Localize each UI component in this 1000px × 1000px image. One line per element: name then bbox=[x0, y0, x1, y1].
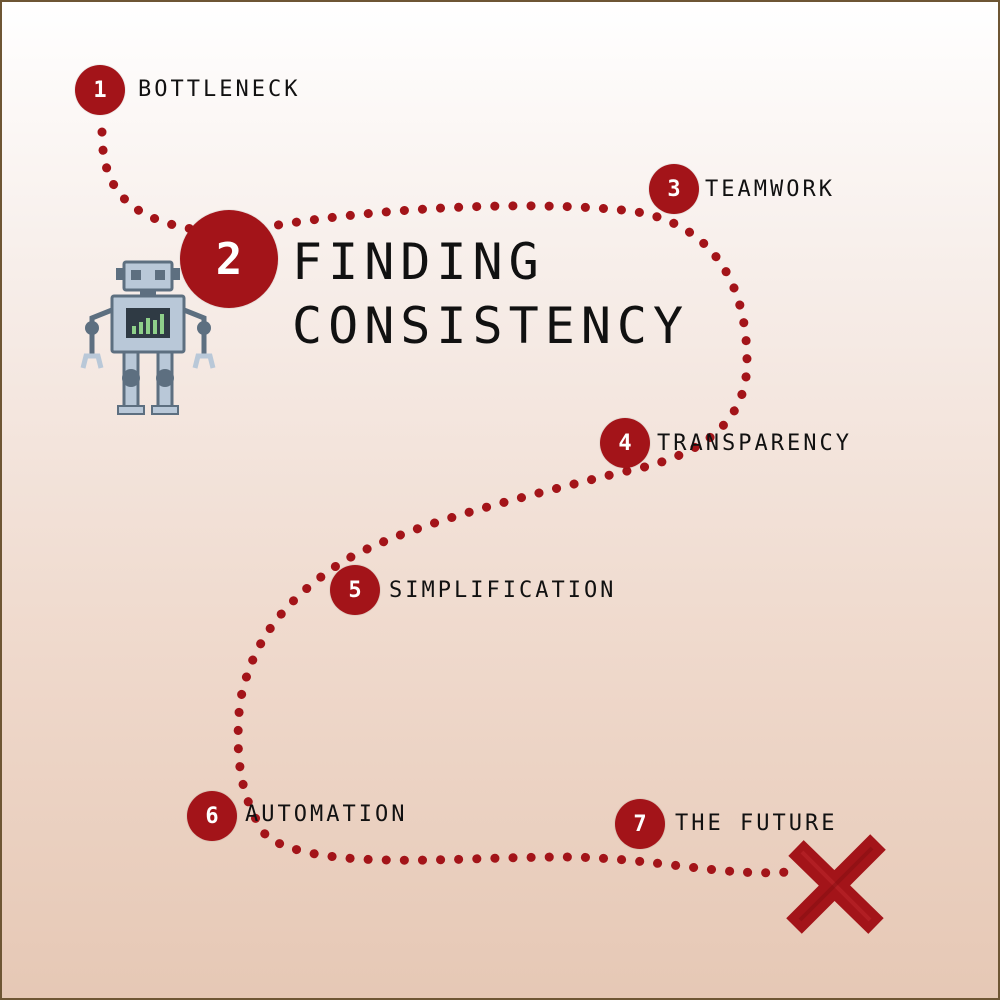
step-3-label: TEAMWORK bbox=[705, 177, 835, 202]
step-6-marker: 6 bbox=[187, 791, 237, 841]
step-7-label: THE FUTURE bbox=[675, 811, 838, 836]
step-3-marker: 3 bbox=[649, 164, 699, 214]
step-6-label: AUTOMATION bbox=[245, 802, 408, 827]
step-4-label: TRANSPARENCY bbox=[657, 431, 852, 456]
step-1-label: BOTTLENECK bbox=[138, 77, 301, 102]
step-2-title-line1: FINDING bbox=[292, 233, 545, 291]
x-mark-icon bbox=[786, 834, 886, 934]
dotted-route bbox=[97, 127, 792, 878]
step-2-title: FINDING CONSISTENCY bbox=[292, 230, 689, 358]
step-4-marker: 4 bbox=[600, 418, 650, 468]
step-5-marker: 5 bbox=[330, 565, 380, 615]
step-2-marker: 2 bbox=[180, 210, 278, 308]
step-5-label: SIMPLIFICATION bbox=[389, 578, 617, 603]
step-7-marker: 7 bbox=[615, 799, 665, 849]
step-2-title-line2: CONSISTENCY bbox=[292, 297, 690, 355]
step-1-marker: 1 bbox=[75, 65, 125, 115]
robot-icon bbox=[80, 260, 216, 415]
